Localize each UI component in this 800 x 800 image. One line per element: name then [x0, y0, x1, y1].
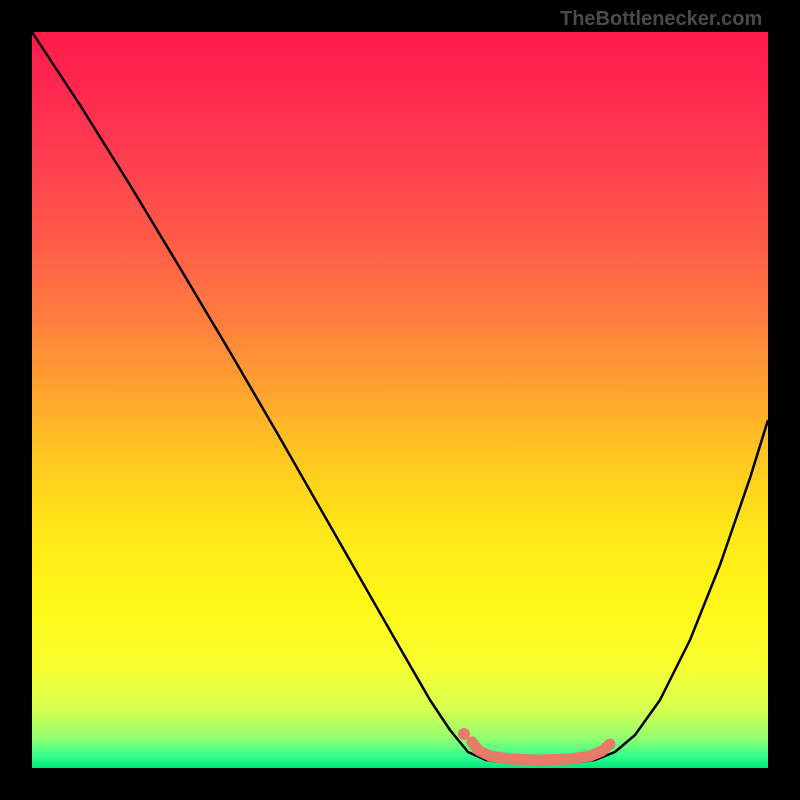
bottleneck-chart	[0, 0, 800, 800]
marker-dot	[458, 728, 470, 740]
chart-background	[32, 32, 768, 768]
